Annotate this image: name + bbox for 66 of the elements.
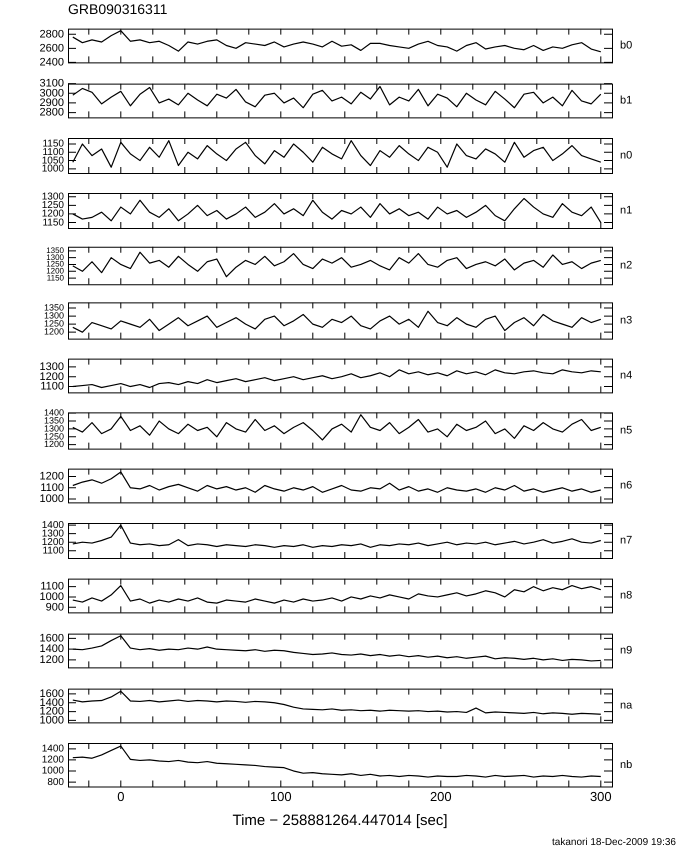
y-tick-label: 900 <box>46 601 64 614</box>
y-tick-label: 1200 <box>44 326 64 337</box>
y-tick-label: 2800 <box>40 106 64 119</box>
y-tick-label: 1400 <box>44 408 64 418</box>
y-tick-label: 1600 <box>40 632 64 644</box>
legend-label: nb <box>620 758 632 771</box>
y-tick-label: 1100 <box>40 580 64 593</box>
legend-label: n9 <box>620 644 632 657</box>
y-tick-label: 1200 <box>46 266 65 276</box>
legend-label: n7 <box>620 534 632 547</box>
legend-label: n8 <box>620 590 632 602</box>
y-tick-label: 1200 <box>44 439 64 450</box>
y-tick-label: 1400 <box>42 744 64 755</box>
x-axis-title: Time − 258881264.447014 [sec] <box>232 812 448 830</box>
y-tick-label: 1400 <box>42 520 64 531</box>
y-tick-label: 1100 <box>42 545 64 556</box>
y-tick-label: 1200 <box>40 370 64 383</box>
text: takanori 18-Dec-2009 19:36 <box>551 836 677 850</box>
y-tick-label: 3000 <box>40 87 64 100</box>
legend-label: na <box>620 700 634 712</box>
y-tick-label: 1000 <box>42 164 64 175</box>
y-tick-label: 800 <box>47 776 64 788</box>
y-tick-label: 1400 <box>40 643 64 656</box>
y-tick-label: 1250 <box>46 260 65 269</box>
y-tick-label: 1000 <box>42 766 64 777</box>
x-tick-label: 200 <box>430 788 452 804</box>
y-tick-label: 1200 <box>42 208 64 220</box>
y-tick-label: 1350 <box>46 246 65 256</box>
y-tick-label: 1350 <box>44 416 64 426</box>
y-tick-label: 1300 <box>42 528 64 540</box>
y-tick-label: 1200 <box>40 470 64 483</box>
legend-label: n5 <box>620 424 632 437</box>
y-tick-label: 1250 <box>44 318 64 329</box>
y-tick-label: 2400 <box>40 56 64 68</box>
y-tick-label: 1300 <box>44 310 64 321</box>
y-tick-label: 1100 <box>40 380 64 393</box>
y-tick-label: 3100 <box>40 78 64 90</box>
legend-label: n4 <box>620 370 632 382</box>
legend-label: n1 <box>620 204 632 217</box>
legend-label: n3 <box>620 314 632 327</box>
y-tick-label: 1000 <box>40 590 64 603</box>
legend-label: b1 <box>620 94 632 107</box>
y-tick-label: 1300 <box>44 423 64 434</box>
legend-label: n0 <box>620 150 632 162</box>
y-tick-label: 1200 <box>42 536 64 548</box>
y-tick-label: 1150 <box>42 217 64 228</box>
y-tick-label: 1300 <box>46 252 65 262</box>
y-tick-label: 1200 <box>40 654 64 666</box>
x-tick-label: 300 <box>590 788 612 804</box>
y-tick-label: 1100 <box>40 482 64 494</box>
chart-title: GRB090316311 <box>68 0 168 18</box>
y-tick-label: 1200 <box>42 754 64 766</box>
y-tick-label: 1300 <box>40 360 64 373</box>
y-tick-label: 1350 <box>44 302 64 313</box>
y-tick-label: 1000 <box>40 714 64 726</box>
y-tick-label: 1000 <box>40 493 64 506</box>
y-tick-label: 2800 <box>40 28 64 40</box>
y-tick-label: 2600 <box>40 42 64 54</box>
legend-label: n2 <box>620 260 632 272</box>
y-tick-label: 1150 <box>46 273 65 282</box>
legend-label: n6 <box>620 480 632 492</box>
legend-label: b0 <box>620 40 632 52</box>
y-tick-label: 2900 <box>40 96 64 109</box>
y-tick-label: 1250 <box>44 431 64 442</box>
x-tick-label: 0 <box>117 788 124 804</box>
x-tick-label: 100 <box>270 788 292 804</box>
